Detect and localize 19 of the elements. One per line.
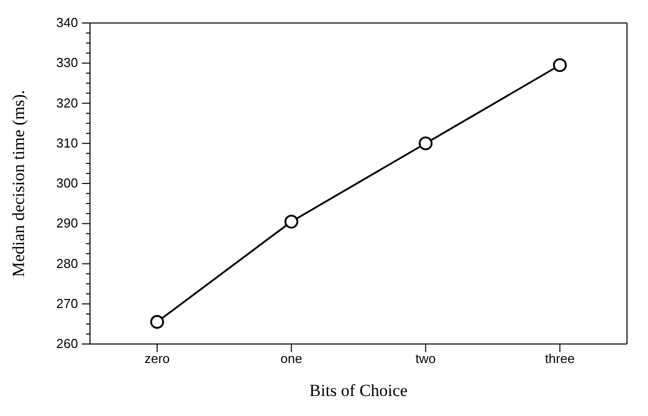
point — [418, 136, 433, 150]
y-tick-label: 260 — [56, 336, 78, 351]
y-tick-label: 270 — [56, 296, 78, 311]
point — [284, 214, 298, 229]
y-tick-label: 310 — [56, 135, 78, 150]
y-tick-label: 330 — [56, 55, 78, 70]
x-tick-label: zero — [144, 351, 170, 366]
y-tick-label: 320 — [56, 95, 78, 110]
x-tick-label: two — [416, 351, 436, 366]
point — [552, 58, 567, 72]
point — [150, 315, 164, 329]
y-tick-label: 300 — [56, 176, 78, 190]
x-tick-label: three — [545, 351, 575, 366]
y-tick-label: 280 — [56, 256, 78, 271]
x-axis-title: Bits of Choice — [309, 381, 408, 400]
y-tick-label: 290 — [56, 216, 78, 231]
x-tick-label: one — [280, 351, 302, 366]
y-axis-title: Median decision time (ms). — [9, 90, 28, 277]
y-tick-label: 340 — [56, 15, 78, 30]
